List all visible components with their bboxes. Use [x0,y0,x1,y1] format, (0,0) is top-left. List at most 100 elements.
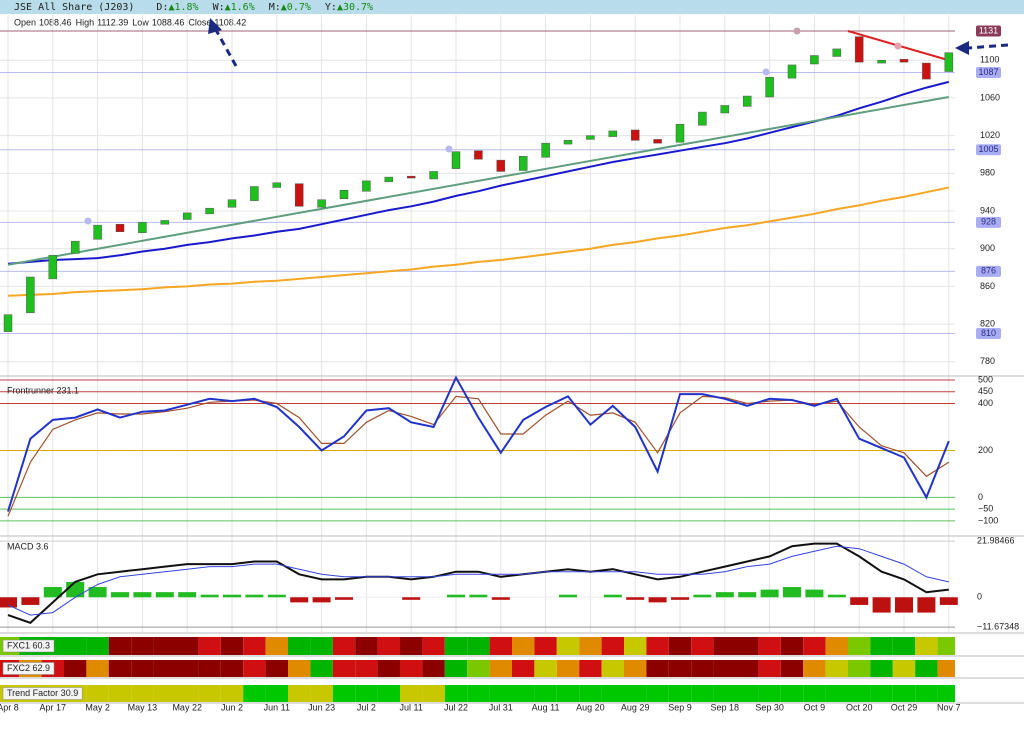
panel-title: FXC2 62.9 [7,663,50,673]
heat-cell [243,637,266,655]
marker-dot [84,217,92,225]
y-tick-label: 400 [978,398,993,408]
heat-cell [870,660,893,677]
x-tick-label: Apr 8 [0,702,19,712]
candle [451,151,461,169]
heat-cell [601,637,624,655]
level-label-box [976,25,1001,37]
candle [765,76,774,98]
histogram-bar [783,587,801,598]
heat-cell [646,685,669,702]
change-label: Y: [325,2,337,13]
macd-line [7,545,949,616]
y-tick-label: 1060 [980,92,1000,102]
level-label: 1087 [978,67,998,77]
heat-cell [691,685,714,702]
candle [518,156,528,171]
heat-cell [736,660,759,677]
candle [362,180,371,192]
candle [586,135,595,140]
y-tick-label: 820 [980,318,995,328]
trendline [7,96,949,266]
histogram-bar [895,597,913,613]
x-tick-label: Oct 29 [891,702,918,712]
heat-cell [377,637,400,655]
candle [406,175,416,179]
candle [26,276,35,314]
heat-cell [355,660,378,677]
y-tick-label: 450 [978,386,993,396]
x-tick-label: Sep 30 [755,702,784,712]
change-value: ▲0.7% [281,2,311,13]
candle [384,176,394,183]
candle [653,139,662,144]
plot-layer: Apr 8 Apr 17 May 2 May 13 May 22 Jun 2 Jun 11 J… [0,15,1024,712]
heat-cell [736,637,759,655]
heat-cell [265,637,288,655]
heat-cell [713,685,736,702]
x-tick-label: Sep 18 [711,702,740,712]
heat-cell [467,637,490,655]
heat-cell [601,660,624,677]
level-label: 1005 [978,144,998,154]
arrow [214,29,238,67]
y-tick-label: 980 [980,168,995,178]
x-tick-label: May 22 [172,702,202,712]
heat-cell [288,637,311,655]
heat-cell [86,637,109,655]
heat-cell [601,685,624,702]
panel-title-box [2,662,55,675]
x-tick-label: Jul 2 [357,702,376,712]
ohlc-value: 1112.39 [97,17,128,27]
heat-cell [332,637,356,655]
y-tick-label: 1020 [980,130,1000,140]
histogram-bar [693,594,712,598]
heat-cell [624,660,647,677]
heat-cell [86,685,109,702]
candle [742,95,752,107]
level-label: 810 [981,328,996,338]
ma-line [7,80,950,265]
heat-cell [153,685,176,702]
heat-cell [86,660,109,677]
histogram-bar [200,594,219,598]
histogram-bar [178,592,197,598]
x-tick-label: Apr 17 [40,702,67,712]
heat-cell [377,685,400,702]
ohlc-value: 1108.42 [214,17,246,27]
histogram-bar [111,592,129,598]
heat-cell [355,637,378,655]
heat-cell [176,685,199,702]
candle [810,55,819,65]
macd-line [7,542,949,624]
panel-title-box [2,687,83,700]
y-tick-label: 940 [980,205,995,215]
ohlc-label: High [76,17,95,27]
x-tick-label: Nov 7 [937,702,961,712]
candle [160,220,170,225]
heat-cell [153,637,176,655]
heat-cell [176,637,199,655]
histogram-bar [88,587,107,598]
histogram-bar [402,597,421,600]
histogram-bar [648,597,667,603]
histogram-bar [715,592,734,598]
x-tick-label: Jul 31 [489,702,513,712]
heat-cell [780,685,804,702]
top-bar-text: JSE All Share (J203) D: ▲1.8% W: ▲1.6% M: ▲0.7… [14,2,373,27]
y-tick-label: 780 [980,356,995,366]
candle [48,255,58,280]
histogram-bar [805,589,824,598]
level-label-box [976,328,1001,340]
candle [93,224,102,240]
heat-cell [153,660,176,677]
candle [787,64,797,79]
heat-cell [870,685,893,702]
level-label: 876 [981,266,996,276]
heat-cell [265,660,288,677]
heat-cell [758,660,781,677]
heat-cell [579,637,602,655]
change-label: W: [213,2,225,13]
x-tick-label: Jul 22 [444,702,468,712]
heat-cell [220,685,244,702]
